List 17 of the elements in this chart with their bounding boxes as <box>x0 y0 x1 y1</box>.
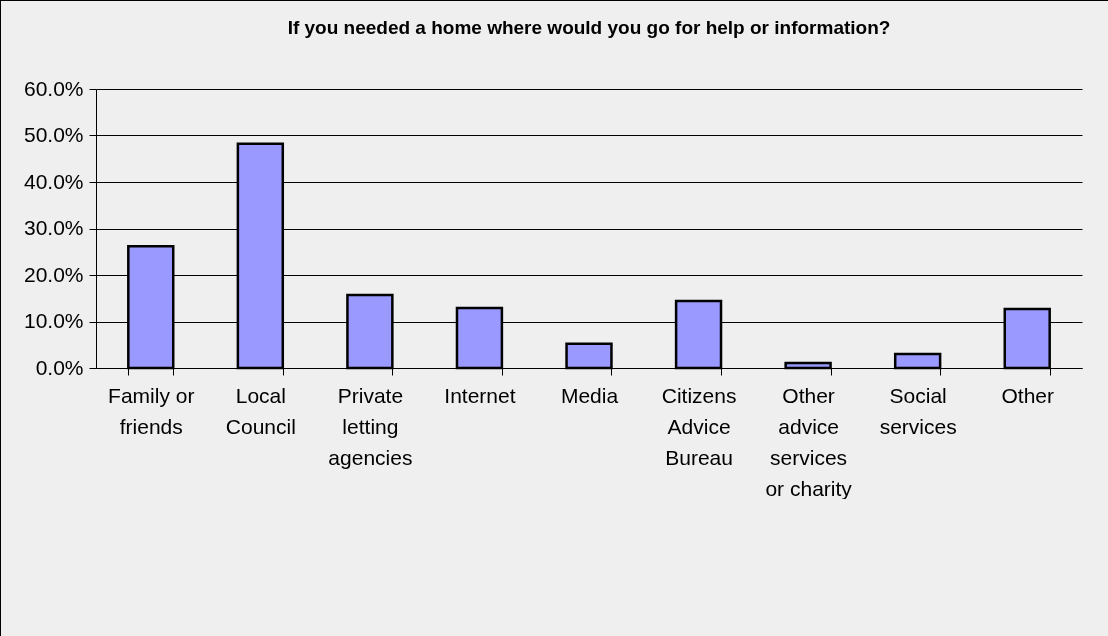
x-tick-label: Social services <box>879 383 957 438</box>
x-tick-label: Citizens Advice Bureau <box>661 383 737 469</box>
y-tick-label: 0.0% <box>35 355 84 379</box>
chart-title: If you needed a home where would you go for help or information? <box>287 17 891 38</box>
y-tick-label: 40.0% <box>23 169 84 193</box>
x-tick-label: Internet <box>444 383 516 407</box>
y-tick-label: 50.0% <box>23 123 84 146</box>
x-tick-label: Other <box>1001 383 1054 407</box>
y-tick-label: 30.0% <box>23 216 84 239</box>
x-tick-label: Family or friends <box>108 383 195 438</box>
x-tick-label: Local Council <box>225 383 296 438</box>
y-tick-label: 20.0% <box>23 262 84 286</box>
x-tick-label: Media <box>560 383 619 407</box>
x-tick-label: Other advice services or charity <box>765 383 853 500</box>
y-tick-label: 60.0% <box>23 76 84 100</box>
x-tick-label: Private letting agencies <box>328 383 413 469</box>
y-tick-label: 10.0% <box>23 309 84 332</box>
